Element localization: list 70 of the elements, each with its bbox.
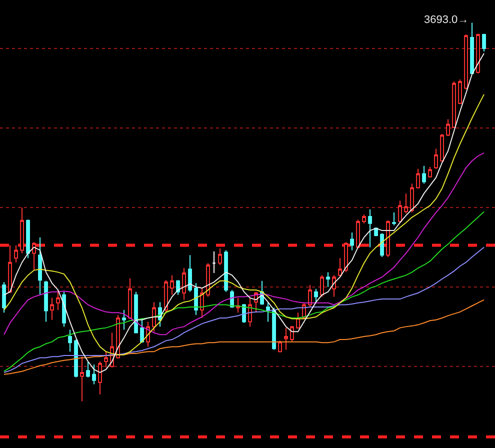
candlestick	[194, 282, 198, 316]
candlestick	[416, 168, 420, 190]
candlestick	[308, 284, 312, 308]
candlestick	[338, 258, 342, 278]
candlestick	[92, 364, 96, 385]
candlestick	[368, 208, 372, 248]
candlestick	[458, 79, 462, 105]
candlestick	[8, 244, 12, 294]
candlestick	[326, 272, 330, 288]
candlestick	[470, 22, 474, 75]
candlestick	[248, 297, 252, 328]
candlestick	[446, 118, 450, 136]
candlestick	[86, 361, 90, 378]
candlestick	[212, 250, 216, 274]
candlestick	[152, 302, 156, 332]
candlestick	[44, 280, 48, 322]
candlestick	[56, 289, 60, 311]
candlestick	[206, 262, 210, 298]
candlestick	[440, 134, 444, 162]
candlestick	[422, 165, 426, 184]
annotation: 3693.0→	[424, 14, 469, 26]
candlestick	[218, 248, 222, 266]
candlestick	[104, 351, 108, 368]
candlestick	[26, 219, 30, 259]
candlestick	[362, 214, 366, 224]
candlestick	[140, 317, 144, 342]
candlestick	[122, 310, 126, 330]
candlestick	[344, 242, 348, 273]
candlestick	[32, 242, 36, 271]
candlestick	[314, 288, 318, 303]
candlestick	[176, 280, 180, 296]
candlestick	[266, 302, 270, 322]
candlestick	[464, 34, 468, 90]
candlestick	[296, 312, 300, 330]
candlestick	[2, 282, 6, 314]
candlestick	[236, 297, 240, 314]
candlestick	[134, 291, 138, 334]
candlestick	[128, 278, 132, 318]
candlestick	[290, 325, 294, 342]
candlestick	[350, 232, 354, 251]
candlestick	[50, 297, 54, 320]
candlestick	[182, 268, 186, 300]
candlestick	[410, 183, 414, 213]
candlestick	[164, 280, 168, 312]
candlestick	[356, 219, 360, 248]
candlestick	[20, 206, 24, 254]
candlestick	[188, 254, 192, 292]
candlestick	[38, 236, 42, 296]
candlestick	[428, 166, 432, 178]
candlestick	[386, 220, 390, 258]
candlestick	[380, 232, 384, 258]
candlestick	[68, 329, 72, 352]
candlestick	[272, 307, 276, 350]
candlestick	[170, 274, 174, 296]
candlestick	[74, 339, 78, 378]
candlestick	[98, 361, 102, 395]
candlestick	[224, 250, 228, 292]
candlestick	[14, 244, 18, 263]
candlestick	[284, 327, 288, 350]
candlestick	[278, 340, 282, 353]
candlestick	[434, 148, 438, 170]
candlestick	[320, 274, 324, 298]
candlestick	[404, 192, 408, 214]
candlestick	[392, 212, 396, 226]
candlestick	[62, 291, 66, 328]
candlestick	[482, 33, 486, 52]
candlestick	[476, 33, 480, 74]
candlestick	[452, 80, 456, 128]
candlestick	[398, 200, 402, 224]
candlestick	[80, 356, 84, 402]
